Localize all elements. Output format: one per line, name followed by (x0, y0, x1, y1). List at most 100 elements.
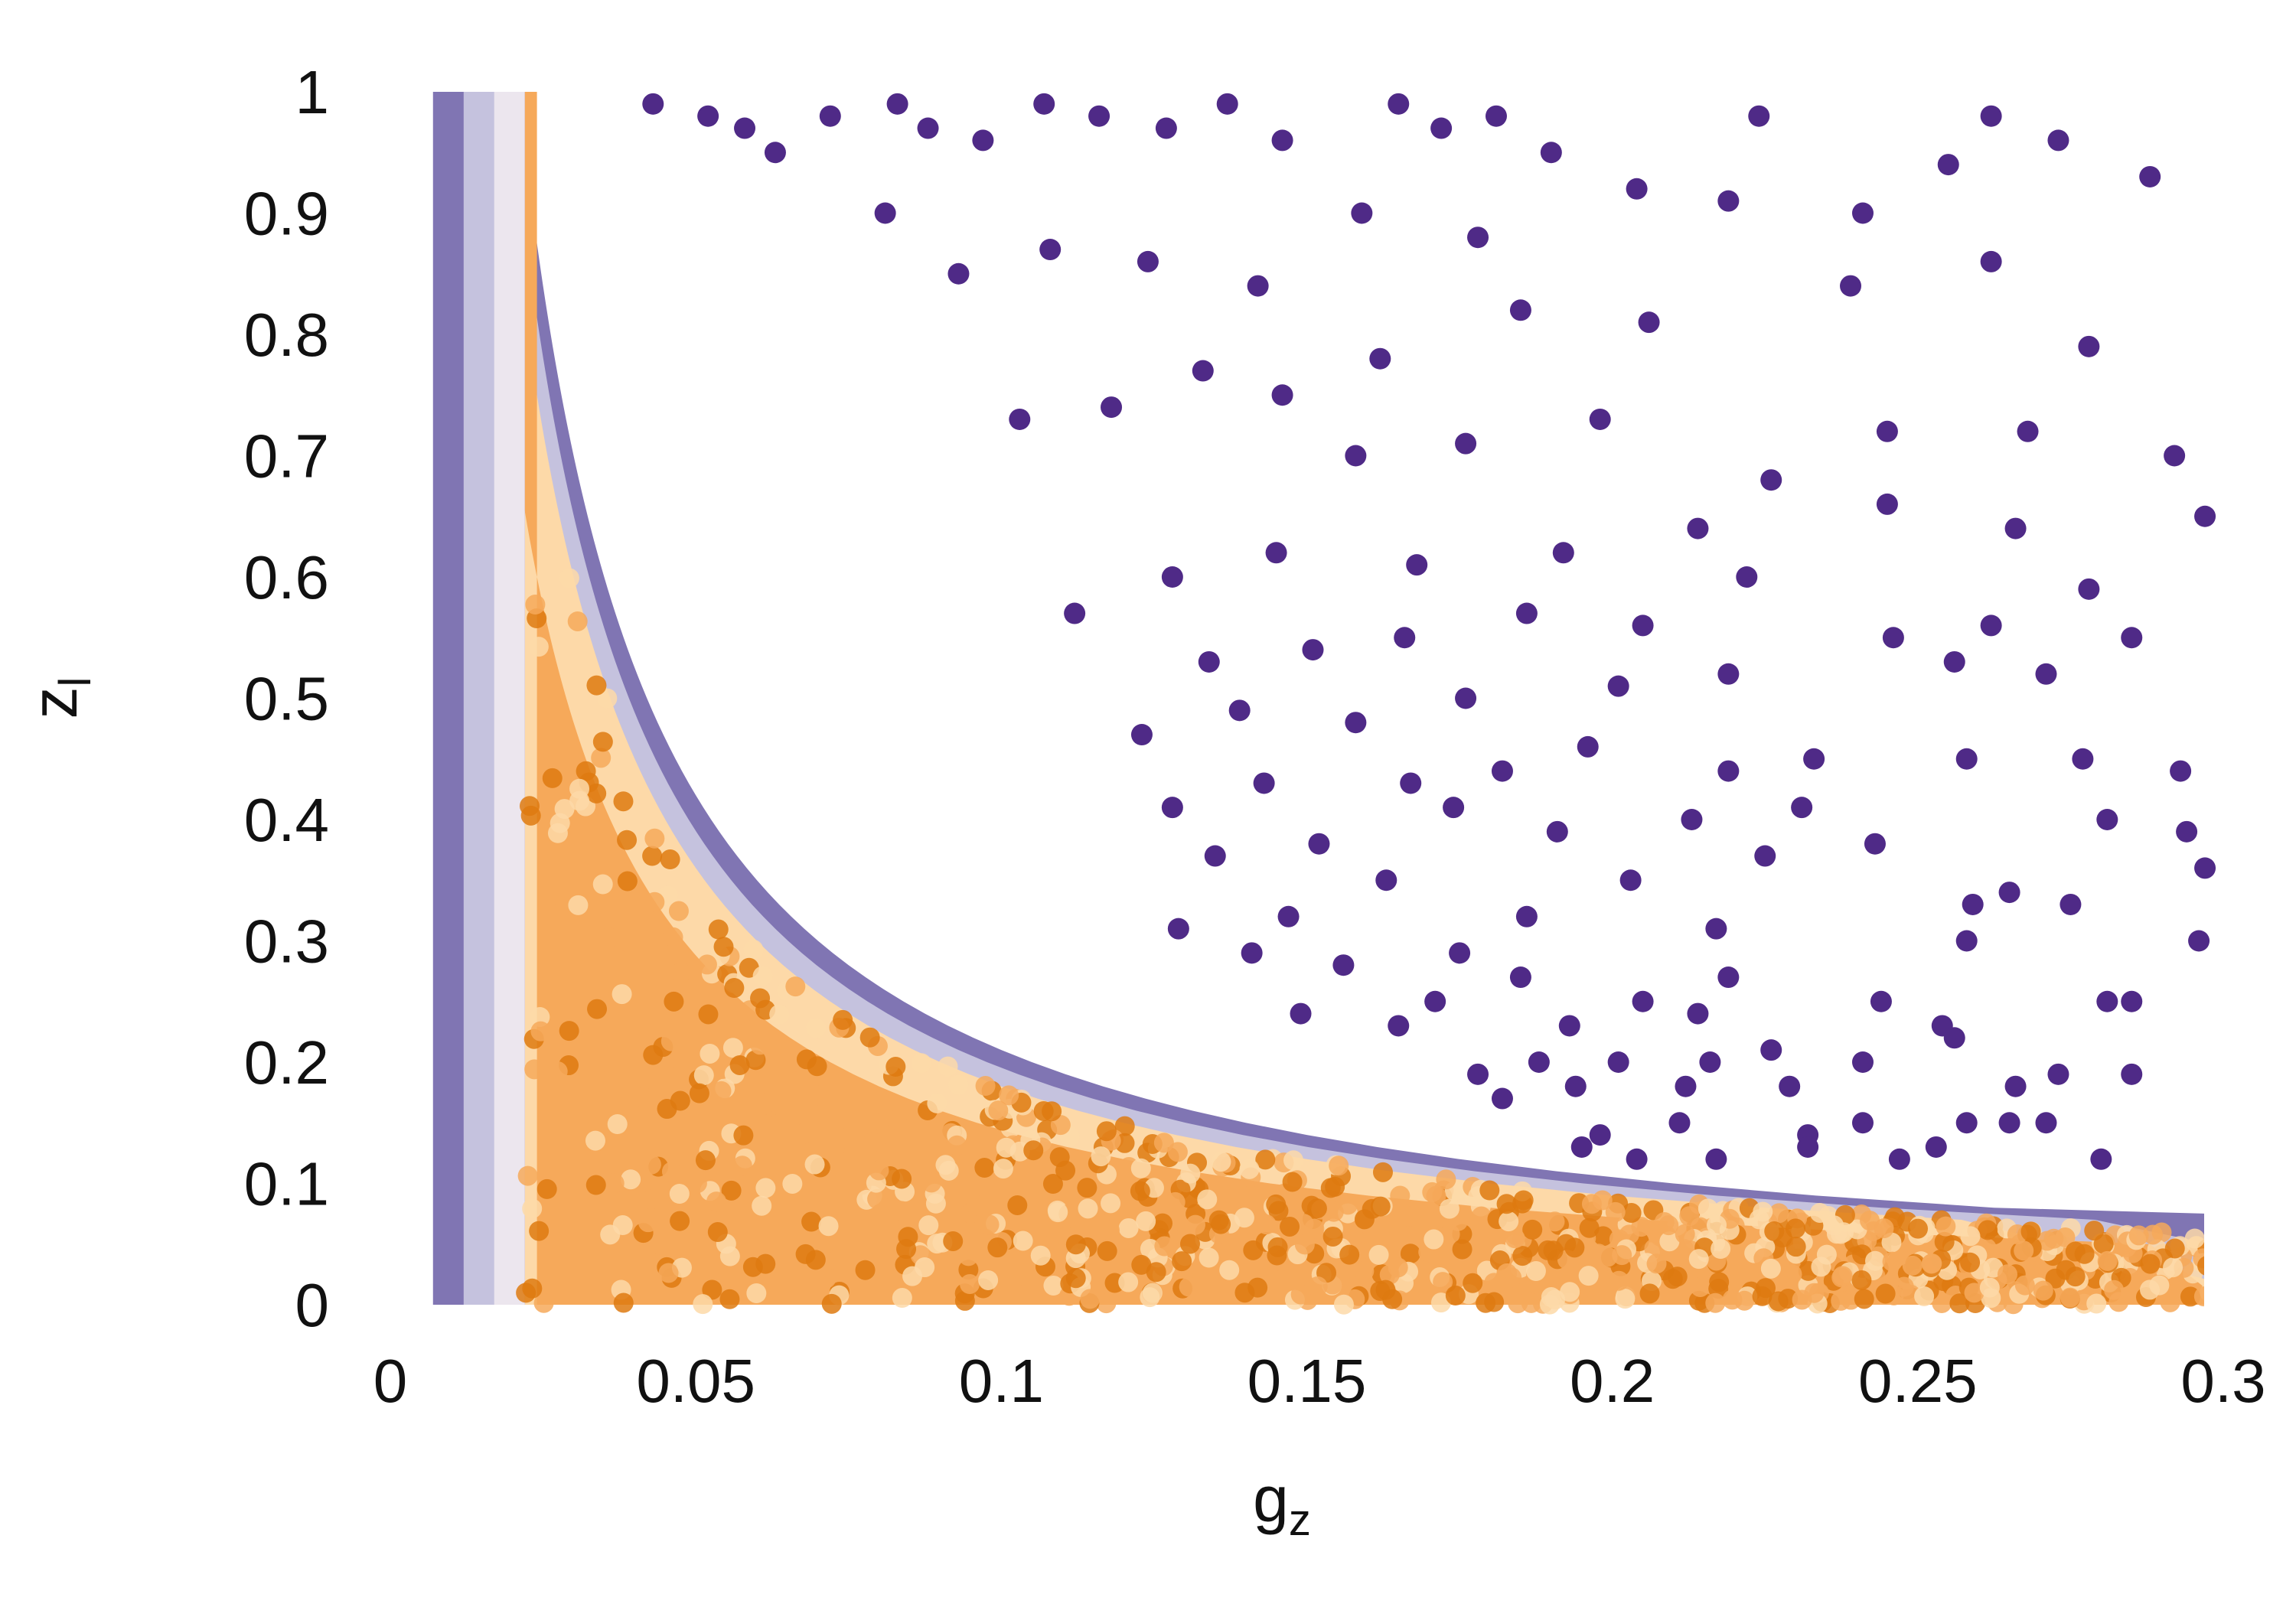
y-axis-title-main: z (18, 686, 90, 719)
data-point (1247, 275, 1269, 297)
data-point (1943, 650, 1965, 673)
data-point (2194, 857, 2216, 879)
data-point (1308, 833, 1330, 855)
density-dot (724, 978, 745, 999)
density-dot (1479, 1180, 1500, 1201)
data-point (1491, 1087, 1513, 1110)
density-dot (938, 1056, 958, 1077)
y-tick-label: 0.6 (244, 543, 329, 611)
density-dot (695, 1150, 716, 1171)
data-point (874, 202, 896, 224)
data-point (1302, 639, 1324, 661)
density-dot (700, 1043, 720, 1064)
density-dot (520, 805, 541, 826)
density-dot (613, 791, 634, 812)
density-dot (1043, 1275, 1064, 1296)
density-dot (706, 1191, 727, 1212)
density-dot (2020, 1221, 2041, 1242)
data-point (1687, 517, 1709, 539)
density-dot (1631, 1217, 1652, 1237)
density-dot (1908, 1218, 1929, 1239)
density-dot (1811, 1257, 1831, 1277)
density-dot (1760, 1258, 1781, 1279)
data-point (1388, 1015, 1410, 1037)
density-dot (1307, 1276, 1328, 1296)
y-tick-label: 1 (295, 58, 330, 126)
data-point (2121, 990, 2143, 1012)
density-dot (542, 768, 563, 788)
density-dot (1131, 1254, 1152, 1275)
density-dot (641, 1154, 661, 1175)
data-point (1253, 772, 1275, 794)
density-dot (1707, 1214, 1727, 1235)
tick-labels: 0 0.05 0.1 0.15 0.2 0.25 0.3 0 0.1 0.2 0.3 0.4 0.5 0.… (244, 58, 2266, 1415)
x-tick-label: 0.1 (959, 1347, 1044, 1415)
density-dot (746, 1283, 767, 1303)
density-dot (1165, 1191, 1186, 1212)
density-dot (592, 732, 613, 752)
density-dot (1030, 1245, 1051, 1266)
density-dot (1564, 1237, 1585, 1258)
data-point (886, 93, 908, 115)
density-dot (1436, 1169, 1456, 1190)
density-dot (1854, 1289, 1874, 1309)
density-dot (569, 790, 590, 811)
density-dot (638, 1212, 658, 1233)
density-dot (1831, 1290, 1851, 1311)
data-point (1515, 905, 1538, 927)
density-dot (869, 1160, 889, 1181)
data-point (1241, 942, 1263, 964)
density-dot (644, 828, 665, 849)
y-tick-label: 0.7 (244, 422, 329, 491)
data-point (1161, 566, 1183, 588)
data-point (2047, 1063, 2069, 1085)
data-point (1332, 954, 1355, 976)
data-point (1980, 614, 2002, 637)
density-dot (1197, 1189, 1218, 1210)
data-point (1345, 445, 1367, 467)
density-dot (948, 1074, 969, 1095)
data-point (1161, 797, 1183, 819)
density-dot (915, 1257, 935, 1278)
density-dot (1452, 1239, 1473, 1260)
data-point (2090, 1148, 2112, 1170)
data-point (2188, 930, 2210, 952)
density-dot (670, 1211, 690, 1231)
data-point (1955, 930, 1978, 952)
density-dot (1354, 1209, 1375, 1230)
density-dot (1639, 1283, 1660, 1304)
data-point (1619, 869, 1642, 892)
density-dot (1329, 1156, 1349, 1176)
data-point (917, 117, 939, 139)
y-tick-label: 0.1 (244, 1150, 329, 1218)
data-point (2047, 129, 2069, 152)
data-point (1509, 966, 1531, 989)
density-dot (978, 1270, 999, 1290)
density-dot (1048, 1202, 1068, 1223)
density-dot (1471, 1206, 1492, 1227)
density-dot (1578, 1266, 1599, 1286)
density-dot (1219, 1260, 1240, 1280)
density-dot (821, 1293, 842, 1314)
density-dot (987, 1237, 1008, 1258)
density-dot (1658, 1215, 1679, 1236)
density-dot (1675, 1224, 1695, 1244)
data-point (1485, 105, 1507, 127)
data-point (1290, 1002, 1312, 1025)
data-point (1558, 1015, 1580, 1037)
density-dot (1290, 1284, 1311, 1305)
density-dot (729, 1004, 750, 1025)
density-dot (543, 884, 564, 905)
density-dot (1979, 1277, 2000, 1298)
data-point (1882, 627, 1904, 649)
data-point (1876, 493, 1898, 515)
density-dot (528, 637, 549, 657)
density-dot (960, 1274, 980, 1295)
density-dot (2164, 1278, 2185, 1299)
density-dot (2184, 1228, 2204, 1249)
density-dot (688, 1027, 709, 1048)
density-dot (644, 892, 665, 912)
data-point (1546, 820, 1568, 843)
data-point (2072, 748, 2094, 770)
density-dot (1499, 1211, 1519, 1232)
